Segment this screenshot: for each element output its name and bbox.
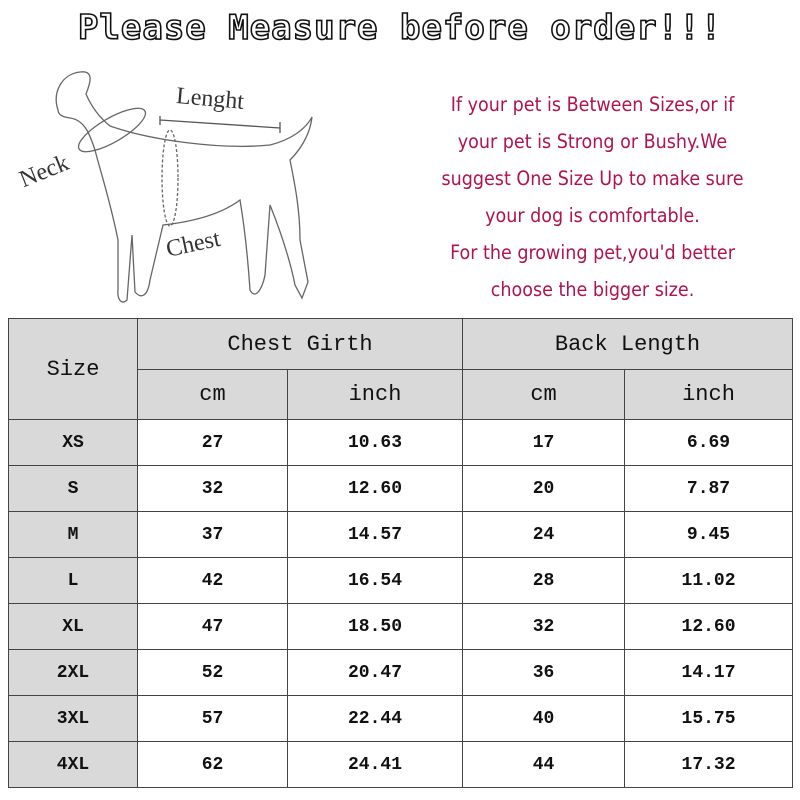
value-cell: 12.60 [286,465,464,512]
value-cell: 11.02 [624,557,794,604]
size-header: Size [8,318,138,420]
value-cell: 14.17 [624,649,794,696]
value-cell: 27 [137,419,288,466]
value-cell: 16.54 [286,557,464,604]
value-cell: 28 [462,557,626,604]
value-cell: 24.41 [286,741,464,788]
value-cell: 32 [137,465,288,512]
value-cell: 40 [462,695,626,742]
neck-measure-line [77,107,147,153]
chest-girth-header: Chest Girth [136,318,464,370]
advice-line: your dog is comfortable. [485,204,700,227]
table-row: XS 27 10.63 17 6.69 [8,419,794,466]
sizing-advice: If your pet is Between Sizes,or if your … [400,86,785,308]
value-cell: 7.87 [624,465,794,512]
length-label: Lenght [175,83,245,115]
size-cell: S [8,465,138,512]
value-cell: 6.69 [624,419,794,466]
value-cell: 42 [137,557,288,604]
value-cell: 37 [137,511,288,558]
length-measure-line [159,116,281,133]
advice-line: your pet is Strong or Bushy.We [457,130,728,153]
table-row: 4XL 62 24.41 44 17.32 [8,741,794,788]
table-row: L 42 16.54 28 11.02 [8,557,794,604]
chest-measure-line [161,129,179,227]
advice-line: choose the bigger size. [490,278,695,301]
value-cell: 14.57 [286,511,464,558]
value-cell: 15.75 [624,695,794,742]
value-cell: 20 [462,465,626,512]
size-cell: L [8,557,138,604]
size-chart-table: Size Chest Girth Back Length cm inch cm … [8,318,794,788]
page-title: Please Measure before order!!! [77,7,723,49]
value-cell: 52 [137,649,288,696]
table-row: S 32 12.60 20 7.87 [8,465,794,512]
advice-line: suggest One Size Up to make sure [441,167,744,190]
size-cell: 3XL [8,695,138,742]
back-length-header: Back Length [462,318,794,370]
table-row: XL 47 18.50 32 12.60 [8,603,794,650]
value-cell: 12.60 [624,603,794,650]
value-cell: 9.45 [624,511,794,558]
value-cell: 57 [137,695,288,742]
value-cell: 36 [462,649,626,696]
dog-measurement-diagram: Neck Lenght Chest [16,71,313,303]
value-cell: 47 [137,603,288,650]
table-row: 2XL 52 20.47 36 14.17 [8,649,794,696]
size-cell: XL [8,603,138,650]
chest-label: Chest [164,226,223,263]
table-row: 3XL 57 22.44 40 15.75 [8,695,794,742]
value-cell: 17.32 [624,741,794,788]
unit-header: cm [137,369,288,420]
value-cell: 18.50 [286,603,464,650]
neck-label: Neck [16,150,73,193]
value-cell: 17 [462,419,626,466]
size-cell: M [8,511,138,558]
unit-header: inch [286,369,464,420]
value-cell: 32 [462,603,626,650]
value-cell: 44 [462,741,626,788]
value-cell: 10.63 [286,419,464,466]
size-cell: XS [8,419,138,466]
value-cell: 62 [137,741,288,788]
value-cell: 20.47 [286,649,464,696]
advice-line: For the growing pet,you'd better [450,241,735,264]
value-cell: 22.44 [286,695,464,742]
table-row: M 37 14.57 24 9.45 [8,511,794,558]
size-cell: 2XL [8,649,138,696]
unit-header: cm [462,369,626,420]
unit-header: inch [624,369,794,420]
dog-outline [55,71,313,303]
size-cell: 4XL [8,741,138,788]
advice-line: If your pet is Between Sizes,or if [450,93,735,116]
value-cell: 24 [462,511,626,558]
